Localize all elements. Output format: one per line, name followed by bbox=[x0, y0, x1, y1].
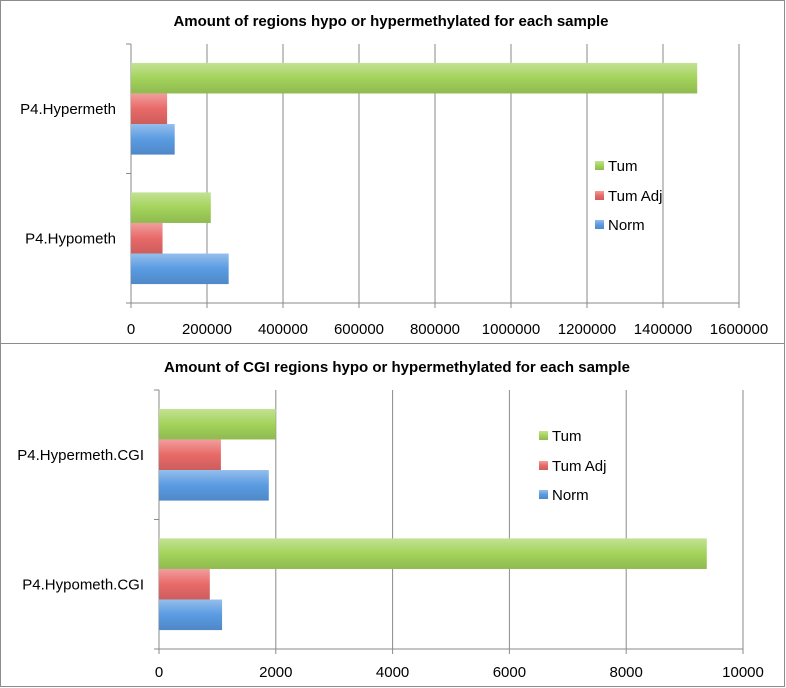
chart-title: Amount of CGI regions hypo or hypermethy… bbox=[164, 359, 630, 376]
category-label: P4.Hypermeth bbox=[20, 101, 116, 118]
x-tick-label: 2000 bbox=[259, 664, 292, 681]
category-label: P4.Hypometh bbox=[25, 230, 116, 247]
bar-tum-adj bbox=[159, 568, 210, 600]
bar-tum bbox=[159, 538, 707, 569]
x-tick-label: 1400000 bbox=[634, 321, 692, 338]
legend-swatch bbox=[595, 161, 604, 170]
chart-title: Amount of regions hypo or hypermethylate… bbox=[173, 13, 608, 30]
legend-label: Norm bbox=[552, 487, 589, 504]
x-tick-label: 0 bbox=[127, 321, 135, 338]
chart-panel-regions: Amount of regions hypo or hypermethylate… bbox=[0, 0, 785, 344]
x-tick-label: 4000 bbox=[376, 664, 409, 681]
x-tick-label: 8000 bbox=[610, 664, 643, 681]
legend-label: Tum bbox=[552, 428, 581, 445]
x-tick-label: 800000 bbox=[410, 321, 460, 338]
legend-swatch bbox=[539, 431, 548, 440]
bar-tum bbox=[131, 62, 698, 94]
x-tick-label: 600000 bbox=[334, 321, 384, 338]
bar-norm bbox=[131, 124, 175, 155]
x-tick-label: 1600000 bbox=[710, 321, 768, 338]
chart-regions: Amount of regions hypo or hypermethylate… bbox=[20, 13, 768, 338]
x-tick-label: 6000 bbox=[493, 664, 526, 681]
legend-swatch bbox=[595, 220, 604, 229]
bar-norm bbox=[131, 253, 229, 285]
x-tick-label: 1200000 bbox=[558, 321, 616, 338]
legend-swatch bbox=[539, 461, 548, 470]
legend-label: Norm bbox=[608, 217, 645, 234]
x-tick-label: 400000 bbox=[258, 321, 308, 338]
x-tick-label: 0 bbox=[155, 664, 163, 681]
bar-tum bbox=[159, 408, 276, 440]
x-tick-label: 10000 bbox=[722, 664, 764, 681]
legend-label: Tum Adj bbox=[608, 188, 662, 205]
x-tick-label: 200000 bbox=[182, 321, 232, 338]
legend-swatch bbox=[595, 191, 604, 200]
bar-tum-adj bbox=[159, 439, 221, 471]
chart-panel-cgi-regions: Amount of CGI regions hypo or hypermethy… bbox=[0, 343, 785, 687]
bar-norm bbox=[159, 470, 269, 501]
category-label: P4.Hypometh.CGI bbox=[22, 576, 144, 593]
chart-cgi-regions: Amount of CGI regions hypo or hypermethy… bbox=[17, 359, 764, 681]
x-tick-label: 1000000 bbox=[482, 321, 540, 338]
legend-label: Tum bbox=[608, 158, 637, 175]
category-label: P4.Hypermeth.CGI bbox=[17, 447, 144, 464]
legend-swatch bbox=[539, 490, 548, 499]
bar-tum bbox=[131, 192, 211, 223]
bar-tum-adj bbox=[131, 93, 168, 125]
bar-tum-adj bbox=[131, 222, 163, 254]
legend-label: Tum Adj bbox=[552, 458, 606, 475]
bar-norm bbox=[159, 599, 223, 631]
